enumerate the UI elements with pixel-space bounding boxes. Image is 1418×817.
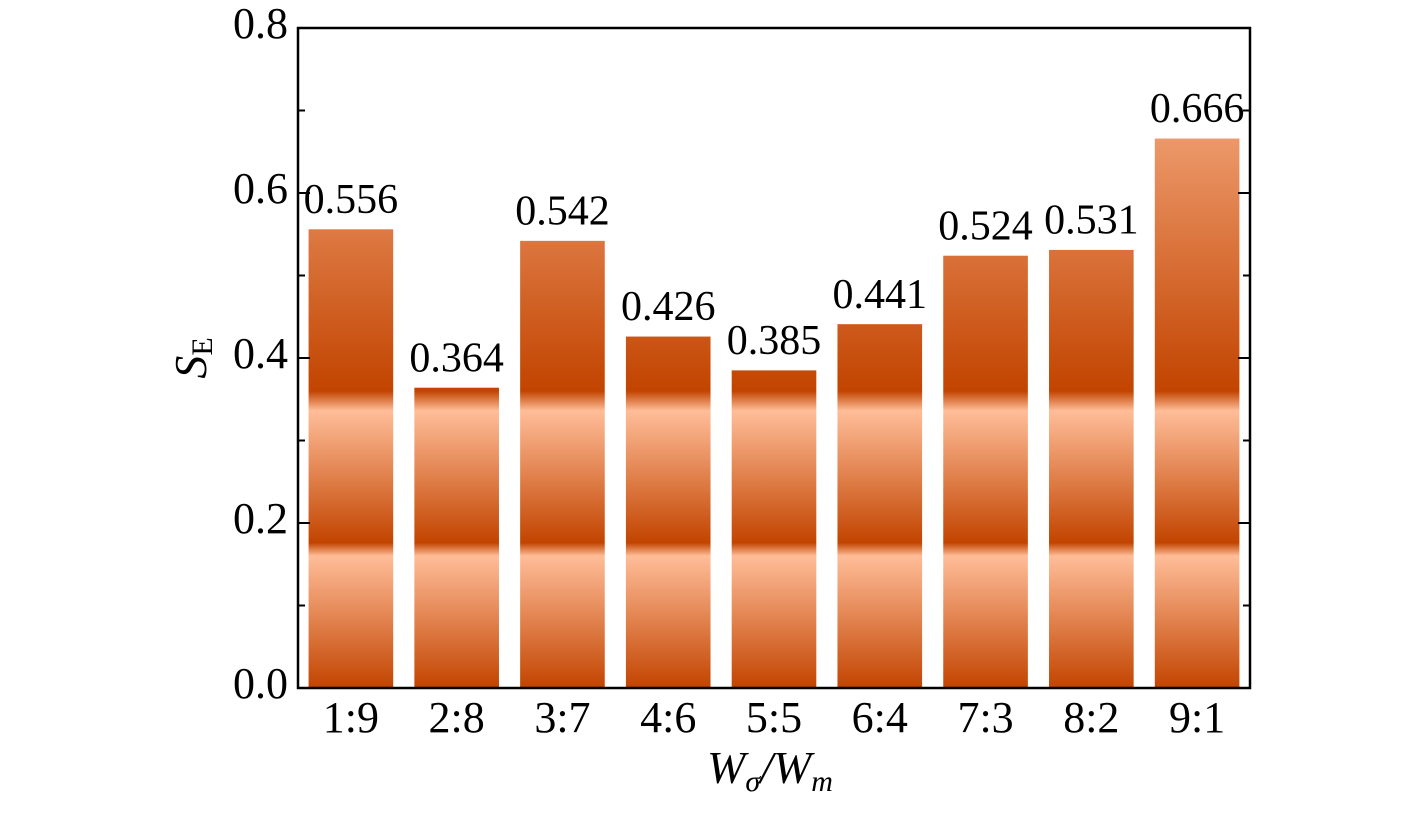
value-label: 0.364 <box>409 335 504 381</box>
bar <box>731 370 817 688</box>
value-label: 0.531 <box>1044 198 1139 244</box>
y-tick-label: 0.6 <box>233 164 288 213</box>
y-axis-title: SE <box>165 337 219 378</box>
y-tick-label: 0.0 <box>233 659 288 708</box>
bar <box>520 240 605 688</box>
bar <box>625 336 711 688</box>
y-axis-title-sub: E <box>186 337 219 355</box>
x-axis-title-sub: σ <box>745 765 761 798</box>
x-tick-label: 3:7 <box>534 693 590 742</box>
x-tick-label: 6:4 <box>852 693 908 742</box>
plot-frame <box>296 26 1252 690</box>
x-tick-label: 7:3 <box>957 693 1013 742</box>
y-tick-label: 0.8 <box>233 0 288 48</box>
value-label: 0.524 <box>938 203 1033 249</box>
value-label: 0.426 <box>621 284 716 330</box>
x-tick-label: 5:5 <box>746 693 802 742</box>
y-tick-label: 0.4 <box>233 329 288 378</box>
x-axis-title: Wσ/Wm <box>707 742 833 798</box>
value-label: 0.441 <box>833 272 928 318</box>
value-label: 0.385 <box>727 318 822 364</box>
x-axis-title-main: /W <box>757 742 815 793</box>
x-tick-label: 8:2 <box>1063 693 1119 742</box>
y-tick-label: 0.2 <box>233 494 288 543</box>
x-tick-label: 2:8 <box>429 693 485 742</box>
x-axis-title-main: W <box>707 742 749 793</box>
x-tick-label: 1:9 <box>323 693 379 742</box>
bar <box>414 387 499 688</box>
y-axis-title-main: S <box>165 356 216 379</box>
x-tick-label: 9:1 <box>1169 693 1225 742</box>
x-axis-title-sub: m <box>811 765 833 798</box>
x-tick-label: 4:6 <box>640 693 696 742</box>
bar <box>1154 138 1240 689</box>
bar <box>943 255 1028 688</box>
value-label: 0.666 <box>1150 86 1245 132</box>
bar <box>837 324 923 688</box>
bar <box>1049 249 1134 689</box>
bar <box>308 229 394 689</box>
value-label: 0.556 <box>304 177 399 223</box>
value-label: 0.542 <box>515 188 610 234</box>
